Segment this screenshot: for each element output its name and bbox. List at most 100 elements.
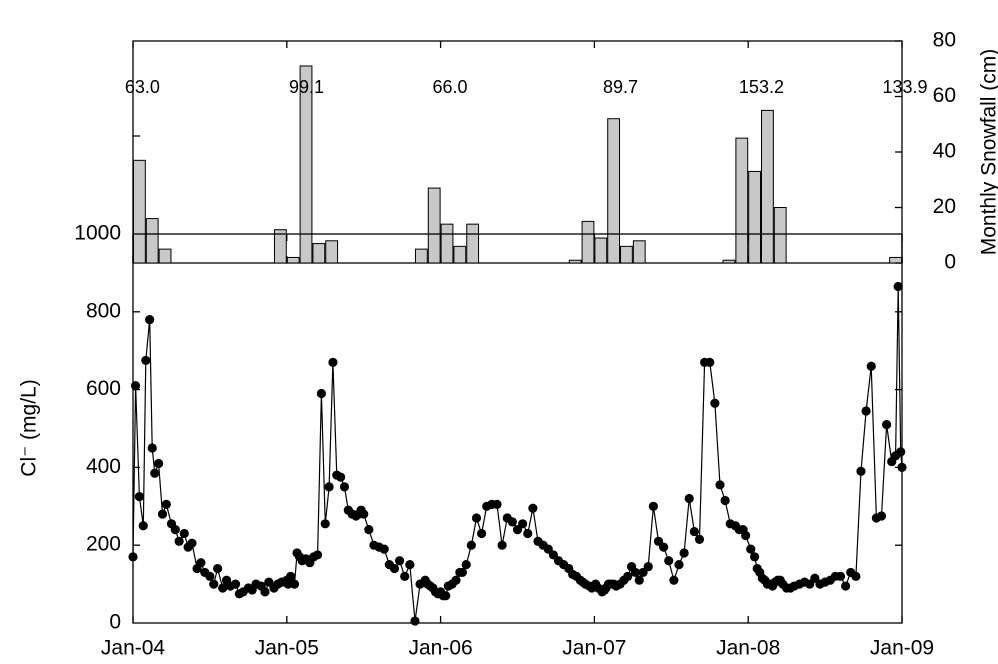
chloride-y-tick-label: 1000 xyxy=(74,222,121,245)
chloride-point xyxy=(205,571,215,581)
snowfall-bar-dec-08 xyxy=(889,256,903,264)
chloride-point xyxy=(684,493,694,504)
snowfall-y-axis: 0 20 40 60 80 xyxy=(895,29,956,274)
chloride-point xyxy=(212,563,223,574)
chloride-point xyxy=(147,443,157,453)
chloride-point xyxy=(400,571,410,581)
chloride-point xyxy=(260,587,270,597)
chloride-point xyxy=(196,558,206,568)
chloride-point xyxy=(283,579,293,589)
chloride-point xyxy=(441,591,451,601)
chloride-plot-frame xyxy=(132,233,903,624)
chloride-point xyxy=(157,509,168,519)
chloride-point xyxy=(359,509,369,519)
chloride-point xyxy=(705,357,715,367)
snowfall-bar-dec-07 xyxy=(735,137,749,264)
chloride-point xyxy=(471,513,482,523)
chloride-point xyxy=(209,579,219,589)
chloride-point xyxy=(648,501,658,511)
snowfall-bar-apr-07 xyxy=(632,240,646,264)
chloride-point xyxy=(720,495,730,506)
chloride-point xyxy=(876,511,887,521)
chloride-y-tick-label: 200 xyxy=(86,533,121,556)
chloride-point xyxy=(750,552,760,562)
chloride-point xyxy=(634,575,644,585)
chloride-point xyxy=(630,567,641,578)
chloride-y-tick-label: 400 xyxy=(86,455,121,478)
snowfall-bar-mar-05 xyxy=(312,243,326,264)
snowfall-bar-feb-06 xyxy=(453,245,467,264)
chloride-point xyxy=(141,355,151,366)
snowfall-bar-nov-06 xyxy=(568,259,582,264)
chloride-point xyxy=(715,480,725,490)
chloride-point xyxy=(664,556,674,566)
chloride-point xyxy=(150,468,160,478)
season-total-2: 66.0 xyxy=(432,77,467,97)
chloride-point xyxy=(477,528,487,539)
chloride-point xyxy=(410,616,420,626)
chloride-point xyxy=(835,571,846,581)
chloride-point xyxy=(741,530,751,541)
chloride-point xyxy=(174,536,184,546)
chloride-y-axis: 0 200 400 600 800 1000 xyxy=(74,222,902,634)
chloride-x-tick-label: Jan-08 xyxy=(716,637,780,660)
chloride-point xyxy=(286,571,296,581)
chloride-point xyxy=(694,534,705,544)
chloride-x-tick-label: Jan-07 xyxy=(562,637,626,660)
chloride-point xyxy=(451,575,461,585)
chloride-axis-title: Cl⁻ (mg/L) xyxy=(18,379,41,476)
snowfall-y-tick-label: 80 xyxy=(933,29,956,52)
snowfall-bar-jan-04 xyxy=(133,159,146,264)
chloride-point xyxy=(466,540,476,550)
chloride-point xyxy=(154,458,164,469)
chloride-point xyxy=(389,563,400,574)
snowfall-bars xyxy=(133,65,903,264)
snowfall-bar-jan-08 xyxy=(748,170,762,264)
chloride-point xyxy=(507,517,517,527)
snowfall-bar-dec-06 xyxy=(581,220,595,264)
snowfall-bar-jan-06 xyxy=(440,223,454,264)
chloride-point xyxy=(659,542,669,552)
chloride-point xyxy=(230,579,241,589)
chloride-point xyxy=(312,550,323,560)
chloride-point xyxy=(861,406,871,416)
chloride-point xyxy=(689,526,699,537)
chloride-point xyxy=(324,482,334,492)
chloride-point xyxy=(856,466,866,476)
chloride-point xyxy=(746,544,756,554)
snowfall-bar-dec-04 xyxy=(273,229,287,264)
chloride-point xyxy=(523,528,533,539)
snowfall-bar-jan-07 xyxy=(594,237,608,264)
chloride-x-tick-label: Jan-04 xyxy=(101,637,166,660)
chloride-point xyxy=(405,560,415,570)
chloride-point xyxy=(145,314,155,325)
chloride-point xyxy=(336,472,346,482)
snowfall-y-tick-label: 60 xyxy=(933,84,956,107)
snowfall-bar-feb-05 xyxy=(299,65,313,264)
chloride-point xyxy=(128,552,138,562)
chloride-point xyxy=(179,528,189,539)
snowfall-bar-mar-06 xyxy=(466,223,480,264)
chloride-point xyxy=(328,357,338,367)
season-total-1: 99.1 xyxy=(289,77,324,97)
chloride-point xyxy=(138,521,148,531)
chloride-point xyxy=(134,491,145,502)
chloride-point xyxy=(170,525,180,535)
chloride-point xyxy=(218,583,228,593)
snowfall-bar-jan-05 xyxy=(286,256,300,264)
chloride-point xyxy=(394,556,405,566)
chloride-point xyxy=(187,538,197,548)
snowfall-bar-mar-04 xyxy=(158,248,172,264)
chloride-point xyxy=(457,567,467,578)
chloride-point xyxy=(643,561,653,572)
chloride-point xyxy=(882,420,892,430)
chloride-point xyxy=(679,548,689,558)
chloride-point xyxy=(896,447,906,457)
chloride-point xyxy=(623,571,633,581)
chloride-x-tick-label: Jan-06 xyxy=(408,637,472,660)
chloride-point xyxy=(669,575,679,585)
chloride-y-tick-label: 0 xyxy=(109,611,121,634)
chloride-point xyxy=(161,499,171,509)
